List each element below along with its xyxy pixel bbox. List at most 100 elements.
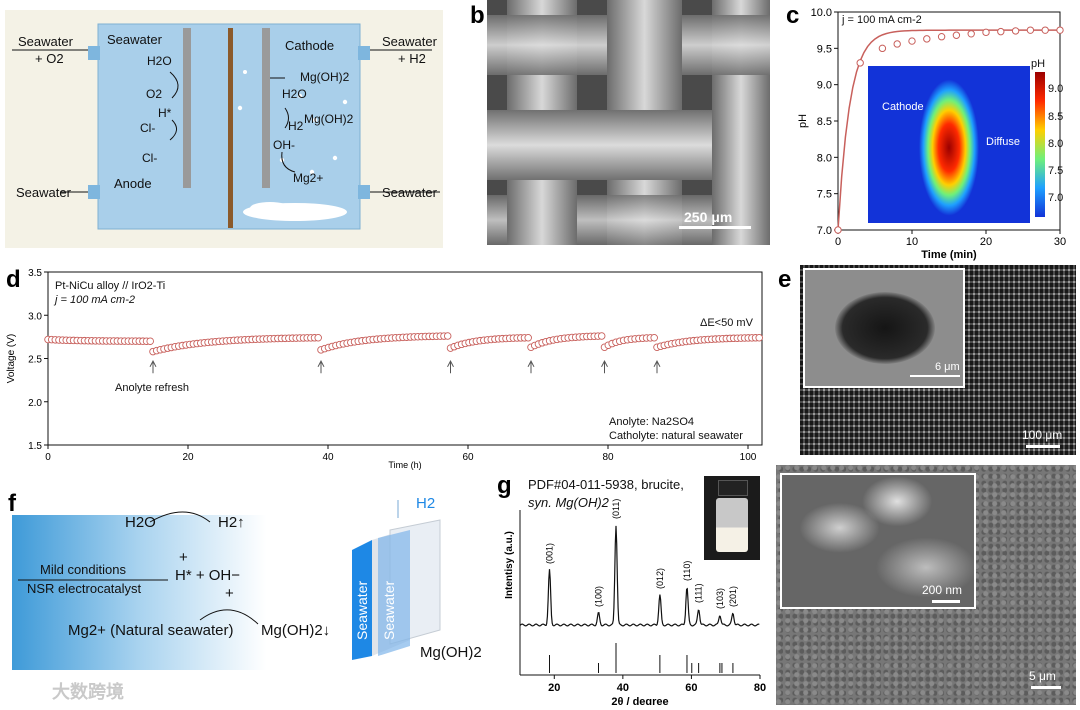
x-tick-label: 10 (906, 236, 918, 248)
peak-label: (110) (682, 561, 692, 581)
y-tick-label: 7.0 (817, 225, 832, 237)
y-axis-label: pH (797, 114, 809, 128)
y-axis-label: Voltage (V) (6, 334, 17, 383)
ph-map (868, 66, 1030, 223)
species-h2o-right: H2O (282, 87, 307, 101)
anode-electrode (183, 28, 191, 188)
species-h-star: H* (158, 106, 172, 120)
panel-label-c: c (786, 2, 800, 29)
label-seawater-in-left: Seawater (16, 185, 71, 200)
data-point (967, 30, 975, 38)
f-plus-2: + (225, 585, 234, 602)
label-cathode: Cathode (285, 38, 335, 53)
refresh-arrowhead (653, 360, 661, 368)
sem-inset-e: 6 μm (803, 268, 965, 388)
x-tick-label: 20 (980, 236, 992, 248)
scale-bar-g-main: 5 μm (1029, 669, 1056, 683)
sem-inset-g: 200 nm (780, 473, 976, 609)
f-plus-1: + (179, 549, 188, 566)
data-point (834, 226, 842, 234)
data-point (1041, 26, 1049, 34)
x-axis-label: Time (h) (388, 460, 421, 470)
chart-xrd: 20 40 60 80 2θ / degree Intentisy (a.u.) (001)… (504, 499, 766, 705)
peak-label: (012) (655, 568, 665, 589)
scale-bar-e-inset: 6 μm (935, 361, 960, 373)
data-point (878, 44, 887, 53)
data-point (755, 333, 763, 342)
y-tick-label: 8.5 (817, 116, 832, 128)
peak-label: (103) (715, 588, 725, 609)
label-seawater-inside: Seawater (107, 32, 162, 47)
panel-label-f: f (8, 490, 16, 517)
colorbar-title: pH (1031, 58, 1046, 70)
y-tick-label: 2.0 (28, 398, 42, 409)
x-tick-label: 60 (685, 682, 697, 694)
membrane (228, 28, 233, 228)
cathode-electrode (262, 28, 270, 188)
y-tick-label: 3.5 (28, 268, 42, 279)
colorbar (1035, 72, 1045, 217)
anolyte-refresh-label: Anolyte refresh (115, 382, 189, 394)
refresh-arrowhead (447, 360, 454, 368)
y-tick-label: 3.0 (28, 311, 42, 322)
x-tick-label: 60 (462, 452, 474, 463)
f-mgoh: Mg(OH)2↓ (261, 622, 331, 639)
y-tick-label: 10.0 (811, 7, 832, 19)
xrd-pattern (519, 525, 760, 627)
x-tick-label: 0 (835, 236, 841, 248)
panel-f-arrows (18, 500, 441, 660)
panel-a-cell (0, 10, 445, 250)
x-axis-label: 2θ / degree (611, 696, 668, 705)
data-point (1011, 27, 1020, 35)
f-mild-conditions: Mild conditions (40, 562, 126, 577)
ph-curve (837, 29, 1060, 231)
f-seawater-2: Seawater (381, 580, 397, 640)
f-h2-top: H2 (416, 495, 436, 512)
refresh-arrowhead (601, 360, 608, 368)
species-mgoh2-top: Mg(OH)2 (300, 70, 350, 84)
x-tick-label: 80 (602, 452, 614, 463)
label-anode: Anode (114, 176, 152, 191)
peak-label: (001) (544, 543, 554, 564)
f-h2o: H2O (125, 514, 156, 531)
peak-label: (201) (728, 586, 738, 607)
scale-bar-g-inset: 200 nm (922, 583, 963, 597)
peak-label: (011) (611, 499, 621, 519)
x-tick-label: 20 (548, 682, 560, 694)
note-anolyte: Anolyte: Na2SO4 (609, 416, 694, 428)
y-tick-label: 7.5 (817, 189, 832, 201)
species-cl-1: Cl- (140, 121, 156, 135)
label-seawater-in-right: Seawater (382, 185, 437, 200)
delta-e-label: ΔE<50 mV (700, 317, 753, 329)
chart-voltage-vs-time: 0 20 40 60 80 100 1.5 2.0 2.5 3.0 3.5 Time (h) Volta… (6, 268, 763, 470)
f-mg: Mg2+ (Natural seawater) (68, 622, 234, 639)
sem-image-g: 5 μm 200 nm (776, 465, 1076, 705)
data-point (923, 35, 931, 43)
x-tick-label: 0 (45, 452, 51, 463)
species-mg2: Mg2+ (293, 171, 324, 185)
chart-ph-vs-time: 0 10 20 30 7.0 7.5 8.0 8.5 9.0 9.5 10.0 Time (min) p… (797, 7, 1066, 261)
data-point (952, 31, 961, 39)
colorbar-tick: 7.0 (1048, 192, 1064, 204)
x-tick-label: 40 (617, 682, 629, 694)
panel-label-g: g (497, 472, 512, 499)
label-h2: + H2 (398, 51, 426, 66)
electrolyzer-diagram (5, 10, 443, 248)
f-nsr-catalyst: NSR electrocatalyst (27, 581, 142, 596)
data-point (856, 59, 864, 67)
sem-image-mesh: 250 μm (487, 0, 770, 245)
y-tick-label: 8.0 (817, 152, 832, 164)
data-point (1056, 26, 1064, 34)
label-seawater-o2: Seawater (18, 34, 73, 49)
map-label-cathode: Cathode (882, 101, 924, 113)
y-axis-label: Intentisy (a.u.) (504, 531, 515, 599)
colorbar-tick: 7.5 (1048, 165, 1064, 177)
data-point (314, 333, 322, 342)
species-cl-2: Cl- (142, 151, 158, 165)
species-h2o-left: H2O (147, 54, 172, 68)
panel-label-e: e (778, 266, 792, 293)
peak-label: (111) (694, 583, 704, 603)
species-h2: H2 (288, 119, 304, 133)
x-tick-label: 40 (322, 452, 334, 463)
f-seawater-1: Seawater (354, 580, 370, 640)
